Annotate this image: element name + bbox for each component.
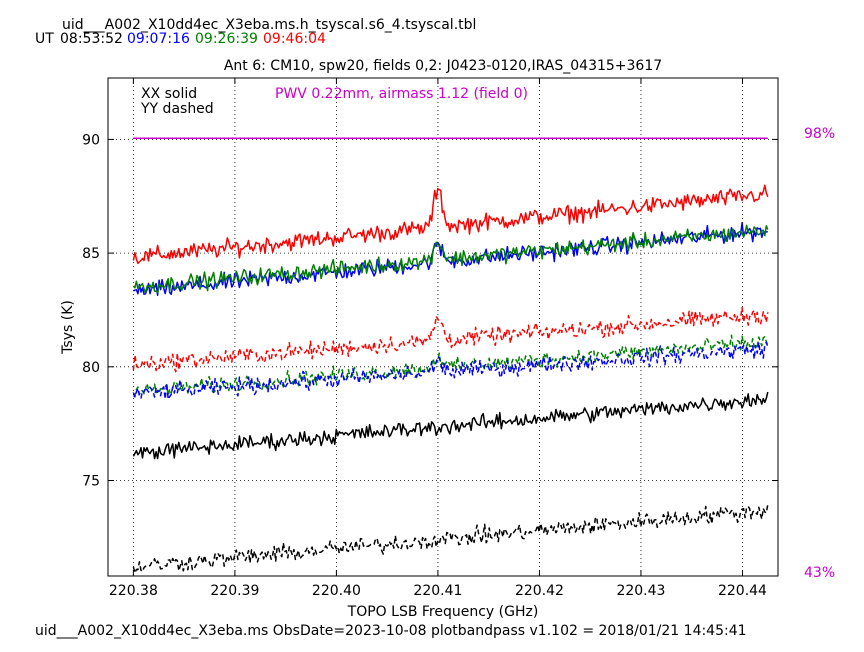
time-0: 08:53:52: [60, 31, 123, 47]
filename-title: uid___A002_X10dd4ec_X3eba.ms.h_tsyscal.s…: [62, 17, 476, 33]
series-lines: [132, 137, 769, 574]
series-8-line: [132, 504, 769, 574]
right-label-high: 98%: [804, 126, 835, 142]
y-axis-label: Tsys (K): [60, 300, 76, 355]
x-tick-label: 220.38: [109, 583, 158, 599]
time-2: 09:26:39: [195, 31, 258, 47]
series-7-line: [132, 391, 769, 460]
chart-title: Ant 6: CM10, spw20, fields 0,2: J0423-01…: [224, 58, 662, 74]
x-tick-label: 220.40: [312, 583, 361, 599]
y-tick-label: 75: [82, 473, 100, 489]
plot-frame: [107, 77, 779, 577]
x-tick-label: 220.42: [515, 583, 564, 599]
series-4-line: [132, 306, 769, 373]
legend-xx-solid: XX solid: [141, 86, 197, 102]
legend-yy-dashed: YY dashed: [140, 101, 214, 117]
series-6-line: [132, 341, 769, 401]
x-tick-label: 220.44: [718, 583, 767, 599]
y-tick-label: 80: [82, 360, 100, 376]
time-1: 09:07:16: [127, 31, 190, 47]
time-3: 09:46:04: [263, 31, 326, 47]
x-tick-label: 220.41: [413, 583, 462, 599]
y-tick-label: 90: [82, 132, 100, 148]
grid-lines: [108, 78, 778, 576]
pwv-annotation: PWV 0.22mm, airmass 1.12 (field 0): [275, 86, 528, 102]
ut-label: UT: [35, 31, 54, 47]
x-tick-label: 220.43: [616, 583, 665, 599]
x-axis-label: TOPO LSB Frequency (GHz): [347, 604, 539, 620]
footer-info: uid___A002_X10dd4ec_X3eba.ms ObsDate=202…: [35, 623, 747, 639]
right-label-low: 43%: [804, 565, 835, 581]
series-5-line: [133, 334, 769, 398]
series-3-line: [132, 224, 769, 294]
series-2-line: [133, 221, 768, 297]
series-1-line: [132, 184, 769, 265]
x-tick-label: 220.39: [210, 583, 259, 599]
axis-ticks: 220.38 220.39 220.40 220.41 220.42 220.43 220.…: [82, 78, 778, 599]
y-tick-label: 85: [82, 246, 100, 262]
